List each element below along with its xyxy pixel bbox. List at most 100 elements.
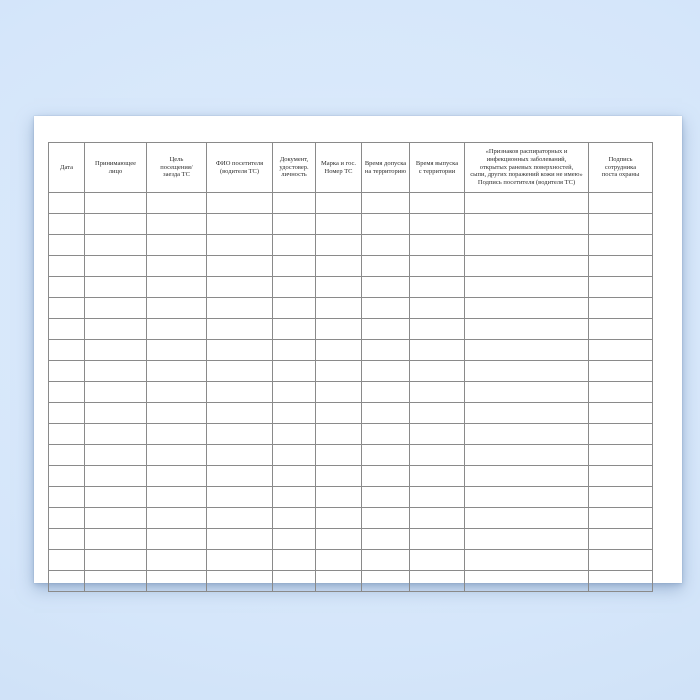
table-cell	[409, 339, 465, 361]
table-cell	[146, 297, 207, 319]
table-cell	[464, 360, 589, 382]
table-cell	[206, 255, 273, 277]
table-cell	[48, 276, 85, 298]
table-cell	[272, 549, 316, 571]
table-row	[48, 255, 653, 277]
table-cell	[84, 339, 147, 361]
table-cell	[84, 528, 147, 550]
table-cell	[272, 465, 316, 487]
table-cell	[272, 402, 316, 424]
table-row	[48, 339, 653, 361]
table-cell	[588, 507, 653, 529]
table-cell	[464, 339, 589, 361]
table-cell	[588, 234, 653, 256]
table-cell	[588, 486, 653, 508]
table-cell	[361, 549, 410, 571]
table-cell	[146, 528, 207, 550]
table-row	[48, 465, 653, 487]
table-cell	[48, 528, 85, 550]
table-cell	[361, 486, 410, 508]
table-cell	[361, 465, 410, 487]
table-cell	[464, 465, 589, 487]
table-cell	[146, 507, 207, 529]
table-cell	[409, 192, 465, 214]
document-sheet: Дата Принимающее лицо Цель посещения/ за…	[34, 116, 682, 592]
table-cell	[206, 402, 273, 424]
table-header-row: Дата Принимающее лицо Цель посещения/ за…	[48, 142, 653, 193]
table-cell	[206, 276, 273, 298]
table-cell	[272, 255, 316, 277]
table-cell	[409, 255, 465, 277]
table-cell	[409, 234, 465, 256]
table-cell	[315, 402, 362, 424]
table-cell	[588, 423, 653, 445]
table-cell	[146, 192, 207, 214]
table-cell	[272, 570, 316, 592]
table-row	[48, 234, 653, 256]
table-cell	[588, 402, 653, 424]
table-cell	[206, 570, 273, 592]
table-cell	[588, 297, 653, 319]
table-cell	[84, 192, 147, 214]
table-cell	[464, 402, 589, 424]
table-cell	[409, 528, 465, 550]
table-row	[48, 213, 653, 235]
table-cell	[84, 360, 147, 382]
table-cell	[315, 360, 362, 382]
table-cell	[48, 255, 85, 277]
table-cell	[84, 213, 147, 235]
table-cell	[84, 255, 147, 277]
table-cell	[146, 549, 207, 571]
table-cell	[315, 507, 362, 529]
table-cell	[84, 465, 147, 487]
table-cell	[588, 213, 653, 235]
table-cell	[48, 465, 85, 487]
table-cell	[206, 234, 273, 256]
table-cell	[315, 276, 362, 298]
table-cell	[206, 318, 273, 340]
table-cell	[464, 549, 589, 571]
table-cell	[588, 318, 653, 340]
table-cell	[206, 486, 273, 508]
table-cell	[464, 318, 589, 340]
table-cell	[361, 360, 410, 382]
table-cell	[409, 507, 465, 529]
table-cell	[588, 570, 653, 592]
table-cell	[146, 381, 207, 403]
table-cell	[84, 507, 147, 529]
table-cell	[315, 528, 362, 550]
table-cell	[84, 570, 147, 592]
table-cell	[84, 297, 147, 319]
table-cell	[464, 297, 589, 319]
table-cell	[84, 318, 147, 340]
table-cell	[588, 276, 653, 298]
table-cell	[361, 507, 410, 529]
table-cell	[315, 444, 362, 466]
table-cell	[315, 465, 362, 487]
table-cell	[361, 381, 410, 403]
table-cell	[361, 297, 410, 319]
table-cell	[48, 234, 85, 256]
table-cell	[48, 318, 85, 340]
table-cell	[361, 570, 410, 592]
table-cell	[48, 339, 85, 361]
table-cell	[361, 444, 410, 466]
table-cell	[272, 528, 316, 550]
table-cell	[409, 549, 465, 571]
table-cell	[146, 213, 207, 235]
table-cell	[84, 549, 147, 571]
table-cell	[48, 423, 85, 445]
table-cell	[146, 360, 207, 382]
table-cell	[272, 234, 316, 256]
table-cell	[84, 276, 147, 298]
col-header-health-declaration-visitor-signature: «Признаков распираторных и инфекционных …	[464, 142, 589, 193]
col-header-date: Дата	[48, 142, 85, 193]
table-cell	[315, 318, 362, 340]
table-cell	[464, 255, 589, 277]
table-cell	[206, 507, 273, 529]
table-cell	[206, 192, 273, 214]
table-cell	[361, 255, 410, 277]
table-cell	[361, 318, 410, 340]
table-row	[48, 318, 653, 340]
table-cell	[48, 507, 85, 529]
